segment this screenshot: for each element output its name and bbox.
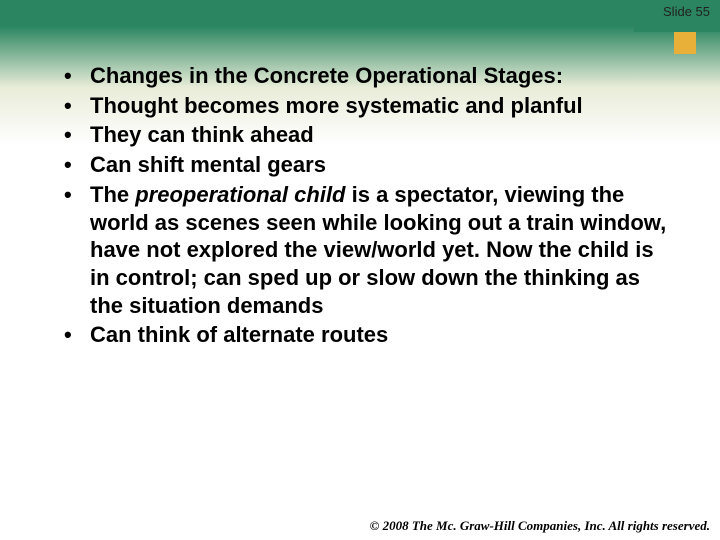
bullet-item: The preoperational child is a spectator,…: [56, 181, 676, 320]
bullet-text-pre: The: [90, 182, 135, 207]
bullet-item: Changes in the Concrete Operational Stag…: [56, 62, 676, 90]
bullet-list: Changes in the Concrete Operational Stag…: [56, 62, 676, 349]
bullet-text-emphasis: preoperational child: [135, 182, 345, 207]
content-area: Changes in the Concrete Operational Stag…: [56, 62, 676, 351]
bullet-item: Thought becomes more systematic and plan…: [56, 92, 676, 120]
copyright-footer: © 2008 The Mc. Graw-Hill Companies, Inc.…: [370, 518, 710, 534]
bullet-item: They can think ahead: [56, 121, 676, 149]
accent-square: [674, 32, 696, 54]
slide-number: Slide 55: [663, 4, 710, 19]
bullet-item: Can think of alternate routes: [56, 321, 676, 349]
bullet-item: Can shift mental gears: [56, 151, 676, 179]
